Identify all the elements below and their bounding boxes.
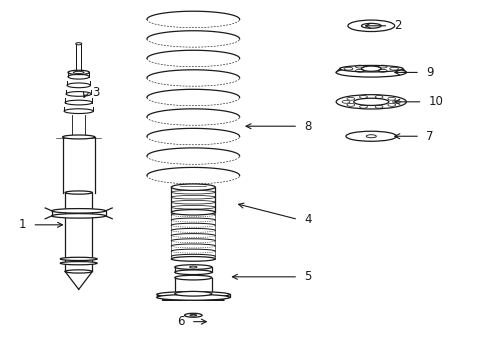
Ellipse shape — [76, 42, 81, 45]
Ellipse shape — [171, 257, 215, 261]
Text: 9: 9 — [425, 66, 432, 79]
Ellipse shape — [189, 315, 196, 316]
Ellipse shape — [73, 71, 84, 73]
Ellipse shape — [184, 313, 202, 317]
Ellipse shape — [65, 191, 92, 194]
Ellipse shape — [174, 292, 211, 296]
Ellipse shape — [353, 98, 388, 105]
Ellipse shape — [52, 208, 105, 213]
Ellipse shape — [361, 23, 380, 28]
Text: 2: 2 — [393, 19, 401, 32]
Ellipse shape — [171, 184, 215, 190]
Text: 6: 6 — [177, 315, 184, 328]
Ellipse shape — [335, 68, 406, 77]
Ellipse shape — [52, 213, 105, 218]
Ellipse shape — [174, 275, 211, 280]
Ellipse shape — [347, 20, 394, 32]
Ellipse shape — [174, 265, 211, 269]
Ellipse shape — [366, 135, 376, 138]
Ellipse shape — [171, 210, 215, 215]
Ellipse shape — [157, 294, 229, 300]
Ellipse shape — [189, 266, 197, 268]
Text: 1: 1 — [19, 218, 26, 231]
Ellipse shape — [62, 135, 95, 139]
Text: 8: 8 — [304, 120, 311, 133]
Ellipse shape — [68, 70, 89, 75]
Text: 3: 3 — [92, 86, 99, 99]
Text: 5: 5 — [304, 270, 311, 283]
Text: 7: 7 — [425, 130, 432, 143]
Ellipse shape — [60, 262, 97, 265]
Ellipse shape — [65, 270, 92, 273]
Ellipse shape — [174, 270, 211, 275]
Ellipse shape — [345, 131, 396, 141]
Ellipse shape — [339, 66, 402, 72]
Ellipse shape — [157, 292, 229, 297]
Text: 10: 10 — [427, 95, 442, 108]
Ellipse shape — [60, 257, 97, 261]
Text: 4: 4 — [304, 213, 311, 226]
Ellipse shape — [335, 95, 406, 109]
Ellipse shape — [361, 66, 380, 71]
